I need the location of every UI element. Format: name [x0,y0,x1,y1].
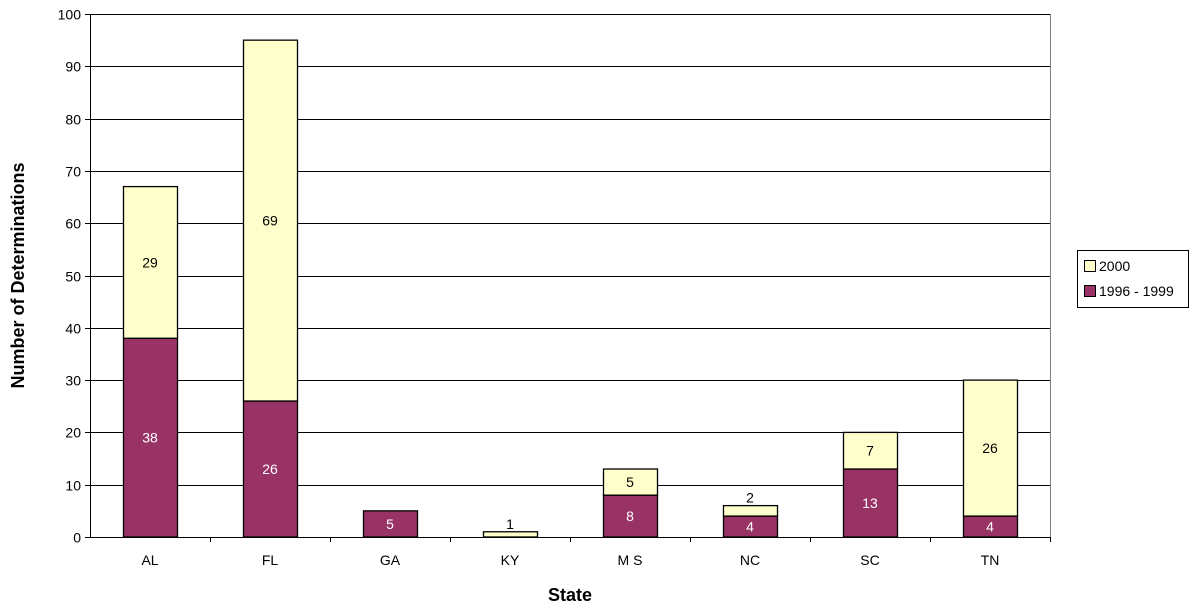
legend: 2000 1996 - 1999 [1077,250,1189,308]
bar-tn-2000 [962,379,1019,517]
legend-item-2000: 2000 [1084,257,1130,275]
data-label-m-s-1996-1999: 8 [626,508,634,524]
y-axis-title: Number of Determinations [8,162,28,388]
bar-ga-1996-1999 [362,510,419,538]
data-label-nc-1996-1999: 4 [746,519,754,535]
bar-nc-2000 [722,504,779,517]
data-label-nc-2000: 2 [746,490,754,506]
x-tick-label-fl: FL [262,552,279,568]
data-label-tn-2000: 26 [982,440,998,456]
bar-m-s-2000 [602,468,659,496]
x-tick-label-ga: GA [380,552,401,568]
y-tick-label-40: 40 [65,321,81,337]
data-label-ga-1996-1999: 5 [386,516,394,532]
legend-label-1996-1999: 1996 - 1999 [1099,283,1174,299]
y-tick-label-0: 0 [73,530,81,546]
x-tick-label-sc: SC [860,552,879,568]
y-tick-label-20: 20 [65,425,81,441]
bar-ky-2000 [482,531,539,538]
x-tick-label-m-s: M S [618,552,643,568]
data-label-sc-1996-1999: 13 [862,495,878,511]
bars [122,39,1019,538]
x-tick-label-ky: KY [501,552,520,568]
x-tick-label-al: AL [141,552,158,568]
y-tick-label-50: 50 [65,269,81,285]
y-tick-label-80: 80 [65,112,81,128]
y-tick-label-90: 90 [65,59,81,75]
legend-label-2000: 2000 [1099,258,1131,274]
data-label-m-s-2000: 5 [626,474,634,490]
y-tick-label-30: 30 [65,373,81,389]
axes [85,14,1051,542]
data-label-fl-1996-1999: 26 [262,461,278,477]
data-labels: 38 29 26 69 5 1 8 5 4 2 13 7 4 26 [142,213,998,535]
data-label-sc-2000: 7 [866,443,874,459]
y-tick-label-10: 10 [65,478,81,494]
x-axis-title: State [548,585,592,605]
y-tick-label-60: 60 [65,216,81,232]
bar-fl-2000 [242,39,299,402]
bar-sc-2000 [842,431,899,470]
data-label-tn-1996-1999: 4 [986,519,994,535]
data-label-ky-2000: 1 [506,516,514,532]
x-tick-label-nc: NC [740,552,760,568]
legend-item-1996-1999: 1996 - 1999 [1084,282,1174,300]
data-label-fl-2000: 69 [262,213,278,229]
x-tick-label-tn: TN [981,552,1000,568]
y-tick-label-70: 70 [65,164,81,180]
bar-al-2000 [122,185,179,339]
legend-swatch-1996-1999 [1084,285,1096,297]
gridlines [90,14,1050,486]
y-tick-labels: 0 10 20 30 40 50 60 70 80 90 100 [58,7,82,546]
bar-sc-1996-1999 [842,468,899,538]
legend-swatch-2000 [1084,260,1096,272]
x-tick-labels: AL FL GA KY M S NC SC TN [141,552,999,568]
data-label-al-2000: 29 [142,254,158,270]
data-label-al-1996-1999: 38 [142,430,158,446]
bar-m-s-1996-1999 [602,494,659,538]
y-tick-label-100: 100 [58,7,82,23]
